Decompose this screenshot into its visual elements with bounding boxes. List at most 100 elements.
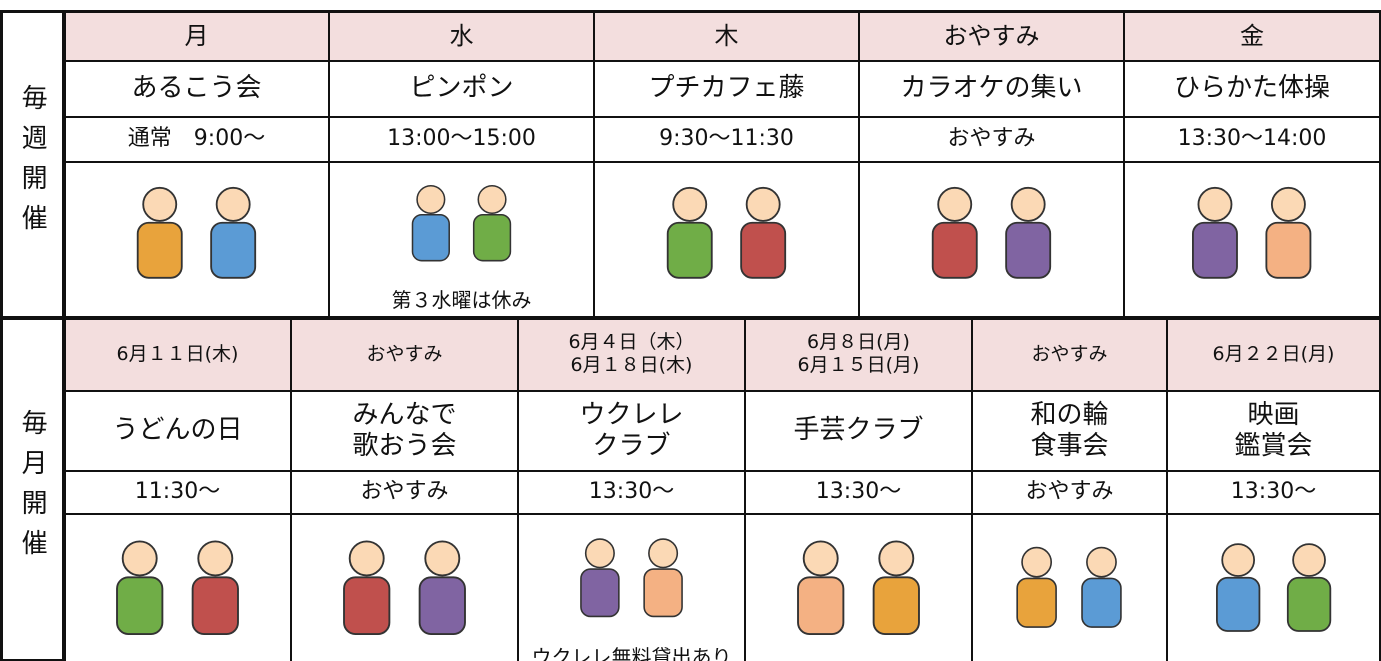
image-cell <box>860 163 1125 318</box>
event-time-text: 通常 9:00～ <box>127 126 266 152</box>
day-header-text: おやすみ <box>943 21 1040 50</box>
event-name: ひらかた体操 <box>1125 62 1381 118</box>
event-time: 13:30～ <box>746 472 973 515</box>
date-header: おやすみ <box>973 318 1168 392</box>
section-label: 毎月開催 <box>0 318 65 661</box>
image-cell <box>65 515 292 661</box>
line: 6月４日（木） <box>568 331 695 354</box>
line: 6月１８日(木) <box>570 354 693 376</box>
event-time-text: おやすみ <box>360 479 449 505</box>
line: 歌おう会 <box>352 431 457 461</box>
event-time-text: おやすみ <box>1025 479 1114 505</box>
event-name: 和の輪 食事会 <box>973 392 1168 472</box>
line: うどんの日 <box>112 415 243 446</box>
day-header: 月 <box>65 12 330 62</box>
line: クラブ <box>592 431 671 461</box>
line: ウクレレ <box>579 399 684 430</box>
day-header-text: 水 <box>449 21 474 50</box>
event-name: ウクレレ クラブ <box>519 392 746 472</box>
event-name: 手芸クラブ <box>746 392 973 472</box>
event-time-text: 13:30～ <box>1230 479 1317 505</box>
illustration <box>343 540 466 635</box>
line: 和の輪 <box>1030 399 1109 430</box>
image-cell <box>292 515 519 661</box>
event-time: 13:00～15:00 <box>330 118 595 163</box>
line: 6月８日(月) <box>807 331 910 354</box>
image-cell: ウクレレ無料貸出あり <box>519 515 746 661</box>
frame-line <box>0 10 1381 13</box>
event-name: カラオケの集い <box>860 62 1125 118</box>
illustration <box>931 187 1052 279</box>
event-time-text: 9:30～11:30 <box>659 126 794 152</box>
date-header: 6月８日(月) 6月１５日(月) <box>746 318 973 392</box>
line: ひらかた体操 <box>1173 73 1330 104</box>
day-header-text: 月 <box>184 21 209 50</box>
day-header-text: 木 <box>714 21 739 50</box>
line: 鑑賞会 <box>1234 431 1313 461</box>
line: おやすみ <box>366 342 443 365</box>
frame-line <box>0 10 3 661</box>
event-time: 13:30～ <box>1168 472 1381 515</box>
event-time: おやすみ <box>860 118 1125 163</box>
line: おやすみ <box>1031 342 1108 365</box>
section-label-text: 毎週開催 <box>17 84 48 244</box>
line: 映画 <box>1247 399 1300 430</box>
date-header: 6月４日（木） 6月１８日(木) <box>519 318 746 392</box>
day-header: 木 <box>595 12 860 62</box>
image-cell <box>1125 163 1381 318</box>
image-cell <box>65 163 330 318</box>
event-name: みんなで 歌おう会 <box>292 392 519 472</box>
event-time: 通常 9:00～ <box>65 118 330 163</box>
illustration <box>1192 187 1312 279</box>
line: プチカフェ藤 <box>648 73 805 104</box>
event-time: 13:30～ <box>519 472 746 515</box>
image-cell: 第３水曜は休み <box>330 163 595 318</box>
day-header-text: 金 <box>1240 21 1264 50</box>
note: 第３水曜は休み <box>391 288 532 312</box>
image-cell <box>746 515 973 661</box>
illustration <box>797 540 920 635</box>
event-name: ピンポン <box>330 62 595 118</box>
day-header: 水 <box>330 12 595 62</box>
event-time: 13:30～14:00 <box>1125 118 1381 163</box>
date-header: 6月２２日(月) <box>1168 318 1381 392</box>
event-time-text: 13:30～ <box>815 479 902 505</box>
date-header: おやすみ <box>292 318 519 392</box>
line: 6月２２日(月) <box>1212 342 1335 365</box>
illustration <box>1215 542 1332 632</box>
event-time-text: 11:30～ <box>134 479 221 505</box>
note: ウクレレ無料貸出あり <box>531 645 732 661</box>
line: カラオケの集い <box>900 73 1083 104</box>
line: みんなで <box>352 399 457 430</box>
line: 6月１１日(木) <box>116 342 239 365</box>
line: 食事会 <box>1030 431 1109 461</box>
event-name: 映画 鑑賞会 <box>1168 392 1381 472</box>
event-name: あるこう会 <box>65 62 330 118</box>
illustration <box>411 185 512 262</box>
event-time-text: 13:30～14:00 <box>1177 126 1327 152</box>
line: あるこう会 <box>131 73 262 104</box>
illustration <box>116 540 239 635</box>
event-name: うどんの日 <box>65 392 292 472</box>
line: 6月１５日(月) <box>797 354 920 376</box>
section-label: 毎週開催 <box>0 12 65 318</box>
line: ピンポン <box>409 73 514 104</box>
event-time-text: 13:30～ <box>588 479 675 505</box>
event-time: おやすみ <box>292 472 519 515</box>
event-time-text: 13:00～15:00 <box>387 126 536 152</box>
illustration <box>136 187 257 279</box>
frame-line <box>62 10 66 661</box>
event-name: プチカフェ藤 <box>595 62 860 118</box>
section-label-text: 毎月開催 <box>17 408 48 569</box>
event-time: 11:30～ <box>65 472 292 515</box>
date-header: 6月１１日(木) <box>65 318 292 392</box>
day-header: おやすみ <box>860 12 1125 62</box>
line: 手芸クラブ <box>793 415 924 446</box>
event-time: 9:30～11:30 <box>595 118 860 163</box>
event-time-text: おやすみ <box>947 126 1036 152</box>
illustration <box>1016 546 1123 628</box>
image-cell <box>595 163 860 318</box>
day-header: 金 <box>1125 12 1381 62</box>
event-time: おやすみ <box>973 472 1168 515</box>
